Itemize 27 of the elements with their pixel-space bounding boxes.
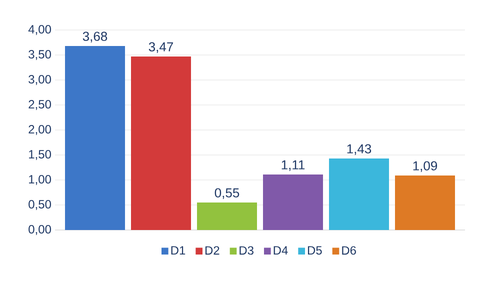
bar xyxy=(263,174,323,230)
y-tick-label: 3,00 xyxy=(28,75,52,85)
legend-label: D4 xyxy=(274,246,288,255)
bar xyxy=(329,158,389,230)
data-label: 1,11 xyxy=(282,160,305,171)
y-tick-label: 4,00 xyxy=(28,25,52,35)
y-tick-label: 2,50 xyxy=(28,100,52,110)
y-tick-label: 1,50 xyxy=(29,150,52,160)
legend-label: D3 xyxy=(240,246,254,255)
y-tick-label: 0,50 xyxy=(28,200,52,210)
bar xyxy=(197,202,257,230)
legend-label: D1 xyxy=(171,246,186,255)
data-label: 1,43 xyxy=(347,144,372,155)
legend-label: D6 xyxy=(342,246,356,255)
y-tick-label: 3,50 xyxy=(28,50,52,60)
bar xyxy=(65,46,126,230)
bar xyxy=(131,56,192,230)
data-label: 0,55 xyxy=(214,188,240,199)
bar xyxy=(394,175,455,230)
y-tick-label: 0,00 xyxy=(28,225,52,235)
legend-label: D2 xyxy=(205,246,220,255)
data-label: 3,68 xyxy=(82,32,108,42)
data-label: 1,09 xyxy=(413,161,438,172)
data-label: 3,47 xyxy=(148,42,173,53)
legend-label: D5 xyxy=(308,246,322,255)
y-tick-label: 1,00 xyxy=(29,175,52,185)
y-tick-label: 2,00 xyxy=(28,125,52,135)
